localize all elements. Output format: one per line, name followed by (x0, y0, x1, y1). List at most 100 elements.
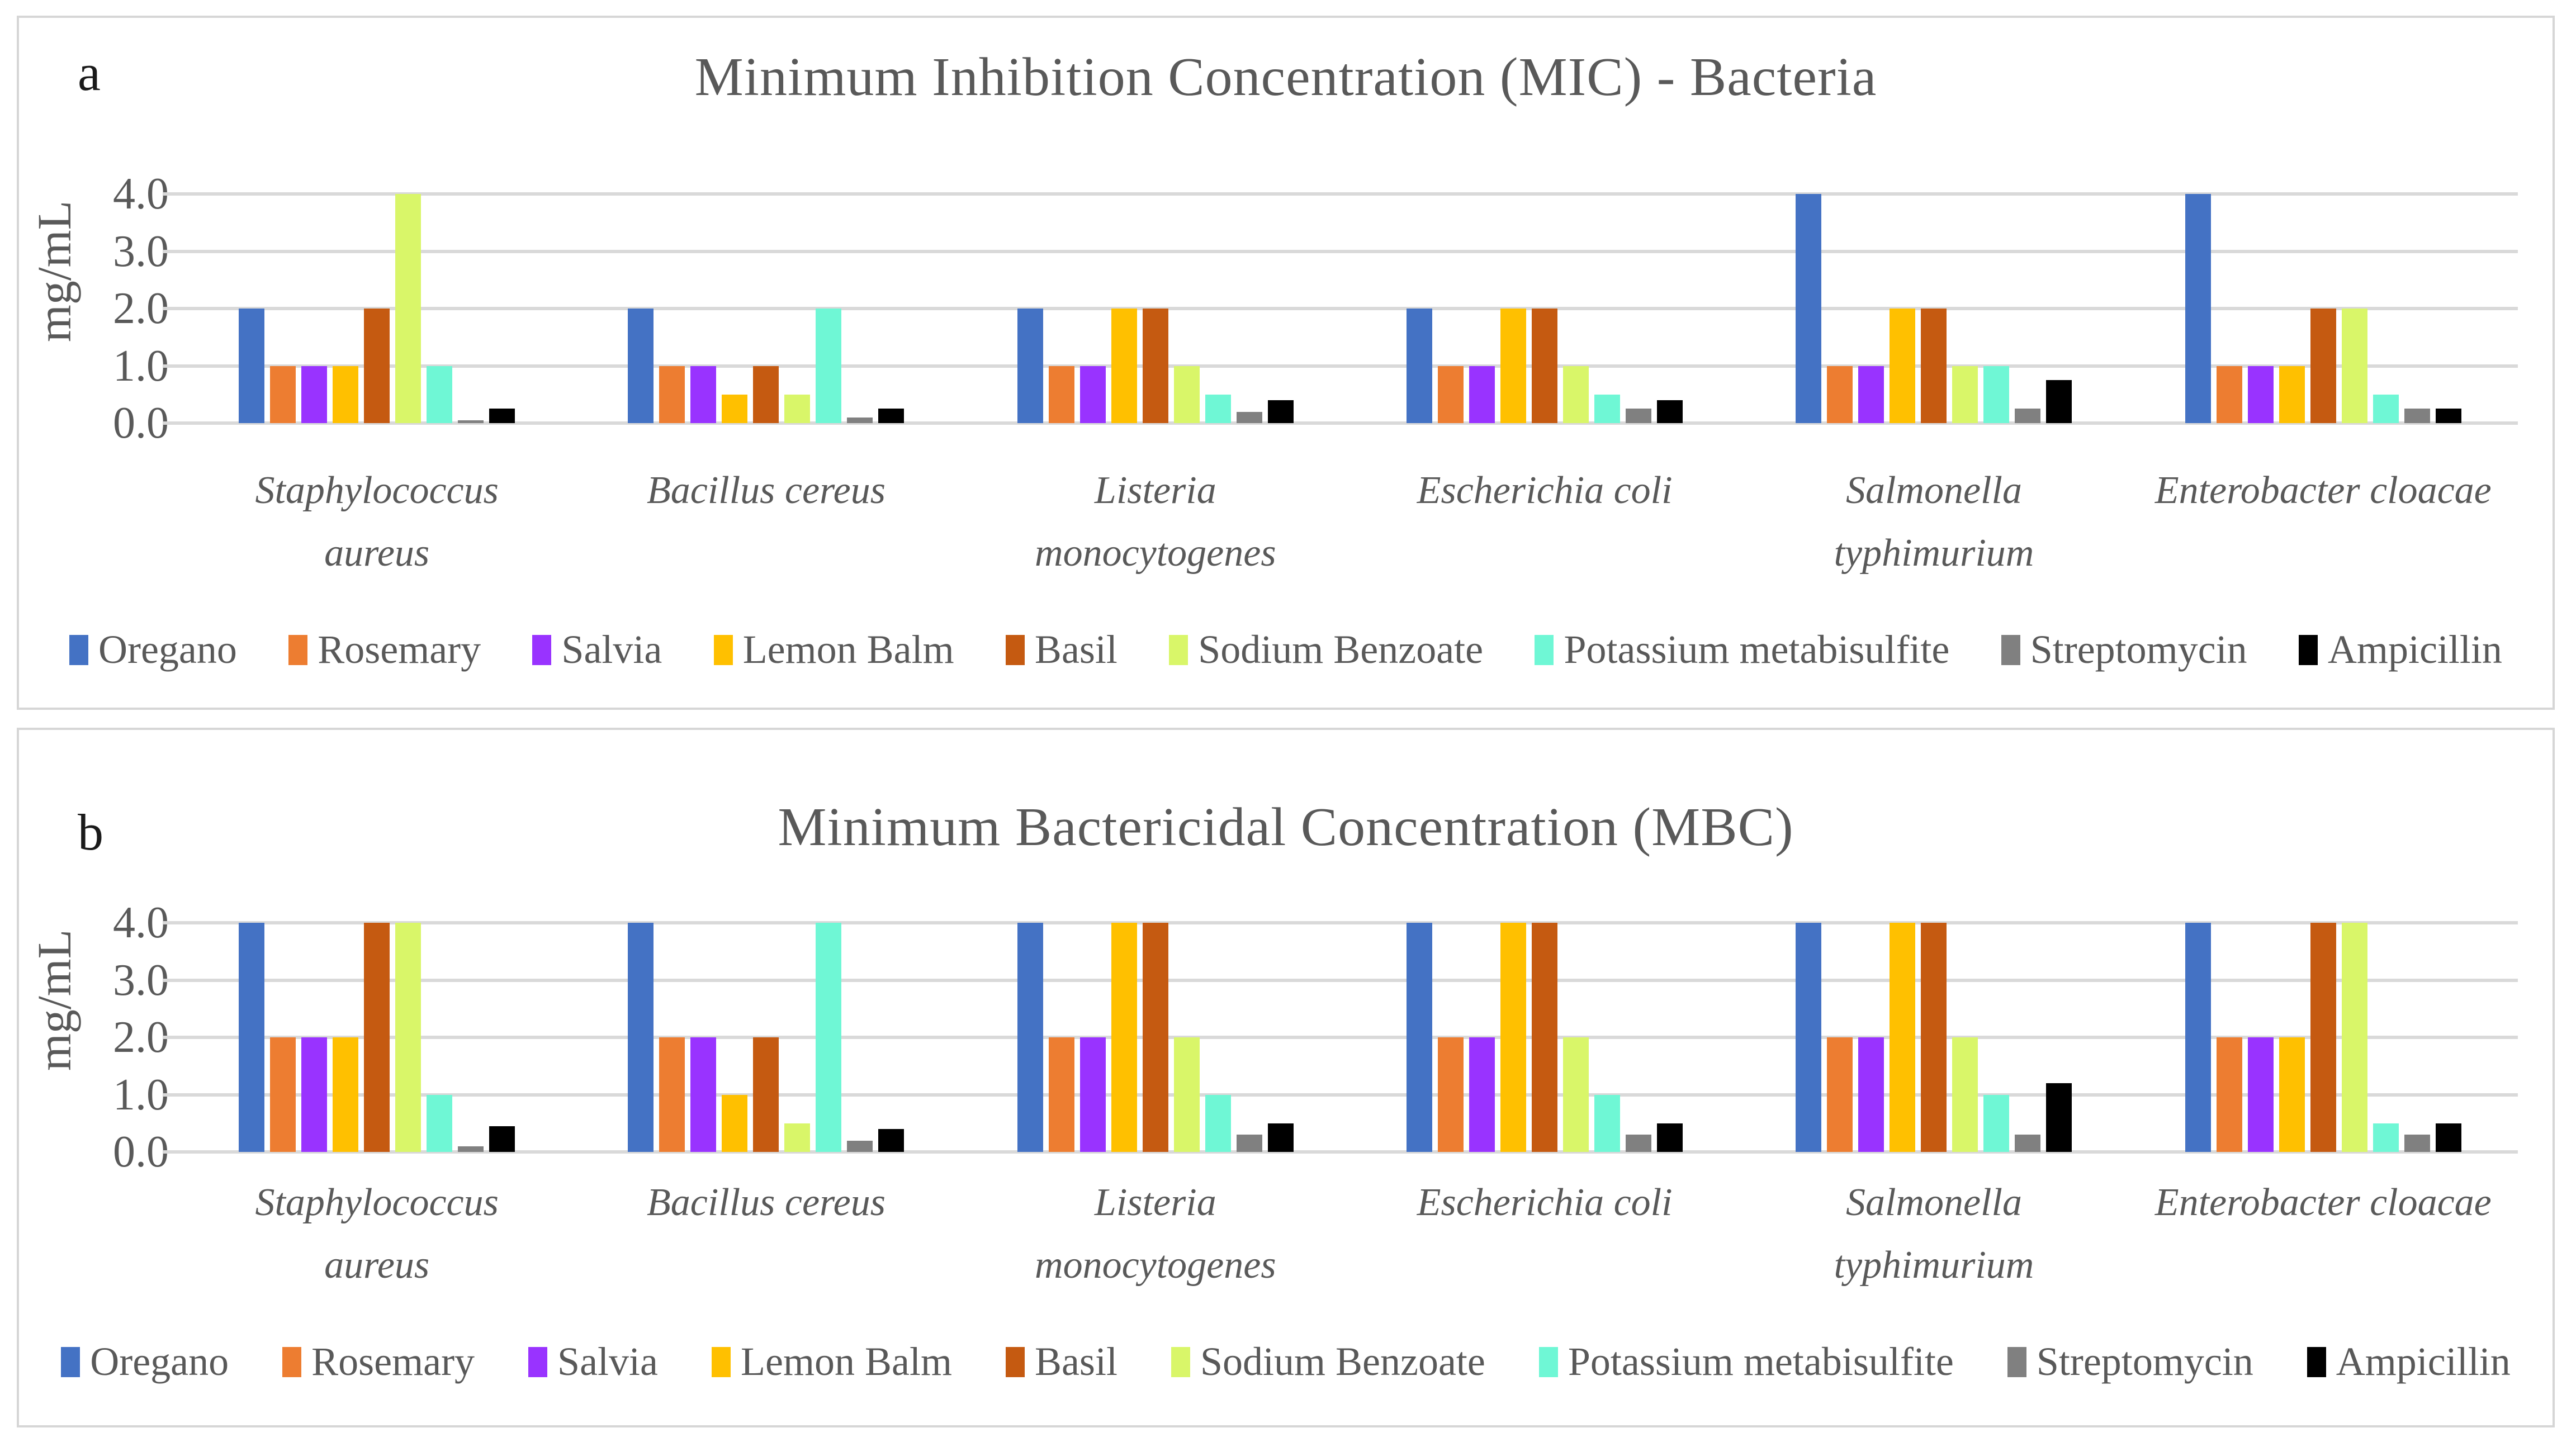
legend-label-salvia: Salvia (561, 627, 662, 672)
category-label-enterobacter-cloacae: Enterobacter cloacae (2154, 1181, 2492, 1224)
legend-swatch-streptomycin (2007, 1346, 2026, 1377)
bar-sodium-benzoate (2341, 309, 2367, 423)
bar-rosemary (659, 366, 685, 423)
bar-lemon-balm (722, 394, 748, 423)
y-tick-label: 4.0 (113, 169, 169, 219)
bar-group-bacillus-cereus (571, 194, 960, 423)
bar-streptomycin (1236, 1135, 1262, 1152)
bar-streptomycin (1626, 409, 1652, 423)
bar-group-enterobacter-cloacae (2129, 194, 2518, 423)
bar-basil (753, 366, 779, 423)
gridline (163, 421, 2518, 425)
bar-oregano (1407, 309, 1433, 423)
legend-label-lemon-balm: Lemon Balm (741, 1339, 952, 1384)
gridline (163, 1036, 2518, 1039)
bar-lemon-balm (333, 1037, 359, 1152)
plot-area (163, 192, 2518, 425)
category-label-enterobacter-cloacae: Enterobacter cloacae (2154, 469, 2492, 512)
gridline (163, 192, 2518, 196)
x-axis-labels: Staphylococcus aureus Bacillus cereus Liste… (182, 459, 2518, 585)
gridline (163, 1150, 2518, 1154)
y-tick-label: 3.0 (113, 226, 169, 276)
legend-label-streptomycin: Streptomycin (2030, 627, 2247, 672)
legend-label-salvia: Salvia (557, 1339, 659, 1384)
legend-label-ampicillin: Ampicillin (2336, 1339, 2511, 1384)
bar-group-salmonella-typhimurium (1739, 923, 2128, 1152)
bar-oregano (1796, 923, 1822, 1152)
gridline (163, 978, 2518, 982)
bar-lemon-balm (2279, 1037, 2305, 1152)
legend-item-rosemary: Rosemary (288, 627, 481, 673)
legend-label-basil: Basil (1034, 1339, 1117, 1384)
category-label-salmonella-typhimurium: Salmonella typhimurium (1834, 469, 2034, 575)
bar-oregano (1017, 309, 1043, 423)
bar-ampicillin (2435, 409, 2461, 423)
bar-lemon-balm (1500, 309, 1527, 423)
y-tick-label: 2.0 (113, 1013, 169, 1062)
bar-rosemary (270, 366, 296, 423)
category-label-listeria-monocytogenes: Listeria monocytogenes (1035, 1181, 1276, 1287)
bar-salvia (690, 366, 717, 423)
bar-sodium-benzoate (784, 1123, 811, 1152)
y-tick-label: 0.0 (113, 399, 169, 448)
legend-item-streptomycin: Streptomycin (2001, 627, 2247, 673)
bar-sodium-benzoate (784, 394, 811, 423)
bar-basil (753, 1037, 779, 1152)
bar-basil (1142, 923, 1168, 1152)
bar-group-bacillus-cereus (571, 923, 960, 1152)
bar-oregano (2185, 923, 2211, 1152)
panel-b-mbc-chart: b Minimum Bactericidal Concentration (MB… (17, 728, 2555, 1427)
legend-swatch-basil (1005, 1346, 1025, 1377)
bar-potassium-metabisulfite (2373, 1123, 2399, 1152)
category-label-staphylococcus-aureus: Staphylococcus aureus (255, 469, 499, 575)
bar-streptomycin (847, 417, 873, 423)
legend-item-salvia: Salvia (528, 1339, 658, 1385)
bar-groups (182, 194, 2518, 423)
bar-lemon-balm (1500, 923, 1527, 1152)
bar-potassium-metabisulfite (1205, 394, 1231, 423)
bar-ampicillin (489, 409, 515, 423)
bar-lemon-balm (1111, 923, 1137, 1152)
bar-basil (1532, 309, 1558, 423)
bar-potassium-metabisulfite (816, 309, 842, 423)
bar-rosemary (2216, 366, 2242, 423)
y-tick-label: 0.0 (113, 1127, 169, 1177)
legend: Oregano Rosemary Salvia Lemon Balm Basil Sodi… (19, 627, 2553, 673)
legend-item-rosemary: Rosemary (282, 1339, 475, 1385)
bar-salvia (1858, 366, 1884, 423)
bar-salvia (1469, 1037, 1495, 1152)
legend-label-sodium-benzoate: Sodium Benzoate (1200, 1339, 1485, 1384)
legend-swatch-rosemary (288, 634, 308, 665)
bar-group-listeria-monocytogenes (961, 194, 1350, 423)
legend-item-ampicillin: Ampicillin (2298, 627, 2502, 673)
bar-basil (364, 923, 390, 1152)
category-label-staphylococcus-aureus: Staphylococcus aureus (255, 1181, 499, 1287)
chart-title-mbc: Minimum Bactericidal Concentration (MBC) (778, 797, 1794, 857)
bar-ampicillin (1267, 1123, 1294, 1152)
category-label-bacillus-cereus: Bacillus cereus (646, 469, 886, 512)
bar-potassium-metabisulfite (2373, 394, 2399, 423)
bar-lemon-balm (722, 1094, 748, 1152)
legend-label-oregano: Oregano (98, 627, 237, 672)
x-axis-labels: Staphylococcus aureus Bacillus cereus Liste… (182, 1171, 2518, 1297)
panel-letter-b: b (78, 804, 103, 861)
category-label-escherichia-coli: Escherichia coli (1417, 469, 1673, 512)
legend-item-basil: Basil (1005, 1339, 1117, 1385)
panel-letter-a: a (78, 44, 101, 101)
bar-basil (2310, 923, 2336, 1152)
chart-title-mic: Minimum Inhibition Concentration (MIC) -… (694, 47, 1877, 107)
bar-basil (1921, 309, 1947, 423)
bar-oregano (239, 309, 265, 423)
y-tick-label: 3.0 (113, 955, 169, 1005)
legend-item-sodium-benzoate: Sodium Benzoate (1169, 627, 1483, 673)
bar-streptomycin (458, 420, 484, 423)
bar-oregano (628, 309, 654, 423)
legend-label-potassium-metabisulfite: Potassium metabisulfite (1564, 627, 1950, 672)
legend-item-lemon-balm: Lemon Balm (712, 1339, 952, 1385)
bar-rosemary (270, 1037, 296, 1152)
category-label-escherichia-coli: Escherichia coli (1417, 1181, 1673, 1224)
bar-sodium-benzoate (1173, 366, 1200, 423)
bar-streptomycin (2404, 1135, 2430, 1152)
bar-ampicillin (878, 409, 905, 423)
legend-item-lemon-balm: Lemon Balm (713, 627, 954, 673)
